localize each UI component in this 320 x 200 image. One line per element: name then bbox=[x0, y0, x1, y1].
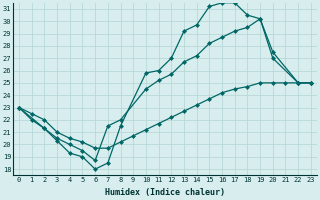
X-axis label: Humidex (Indice chaleur): Humidex (Indice chaleur) bbox=[105, 188, 225, 197]
